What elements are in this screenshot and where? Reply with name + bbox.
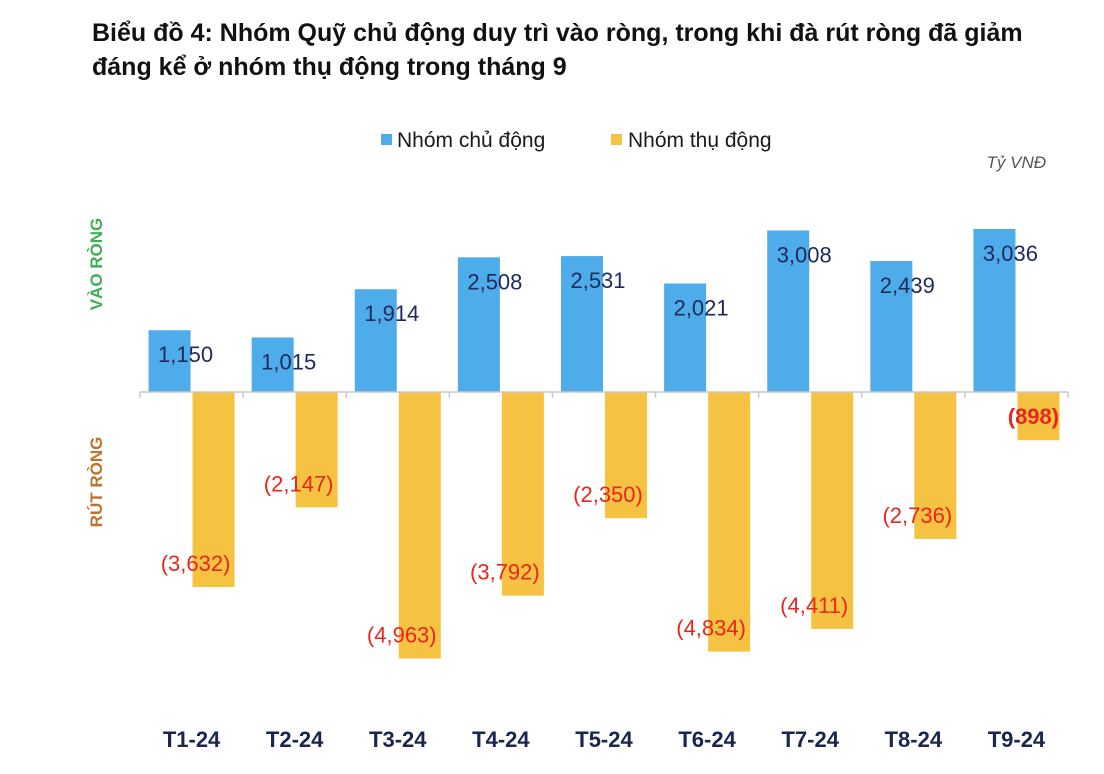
- value-label-passive: (898): [1008, 404, 1059, 429]
- bar-active-T8-24: [870, 261, 913, 392]
- bar-passive-T6-24: [708, 392, 751, 652]
- legend: Nhóm chủ động Nhóm thụ động: [381, 129, 772, 152]
- bar-active-T6-24: [664, 283, 707, 392]
- unit-label: Tỷ VNĐ: [987, 153, 1047, 172]
- value-label-active: 1,150: [158, 342, 213, 367]
- value-label-active: 1,015: [261, 349, 316, 374]
- category-labels: T1-24 T2-24 T3-24 T4-24 T5-24 T6-24 T7-24 T8-24…: [163, 727, 1046, 752]
- bar-passive-T4-24: [501, 392, 544, 596]
- value-label-active: 2,508: [467, 269, 522, 294]
- category-label: T9-24: [988, 727, 1046, 752]
- bar-active-T4-24: [457, 257, 500, 392]
- bar-passive-T3-24: [398, 392, 441, 659]
- legend-swatch: [381, 134, 392, 145]
- bar-passive-T1-24: [192, 392, 235, 588]
- bar-active-T7-24: [767, 230, 810, 392]
- bar-passive-T5-24: [605, 392, 647, 519]
- bar-passive-T7-24: [811, 392, 854, 629]
- value-label-passive: (4,834): [676, 616, 746, 641]
- bar-active-T9-24: [973, 228, 1016, 392]
- bar-passive-T2-24: [295, 392, 338, 508]
- bar-active-T3-24: [354, 289, 397, 392]
- value-label-active: 1,914: [364, 301, 419, 326]
- value-label-passive: (3,632): [161, 551, 231, 576]
- category-label: T3-24: [369, 727, 427, 752]
- value-label-passive: (4,411): [780, 593, 848, 618]
- value-label-passive: (3,792): [470, 560, 540, 585]
- x-axis: [139, 391, 1069, 398]
- value-label-passive: (2,350): [573, 482, 643, 507]
- value-label-passive: (2,736): [882, 503, 952, 528]
- value-label-active: 2,531: [570, 268, 625, 293]
- value-label-active: 2,021: [674, 295, 729, 320]
- category-label: T2-24: [266, 727, 324, 752]
- category-label: T5-24: [575, 727, 633, 752]
- legend-label: Nhóm thụ động: [628, 129, 772, 152]
- bar-active-T1-24: [148, 330, 191, 392]
- category-label: T8-24: [885, 727, 943, 752]
- category-label: T1-24: [163, 727, 221, 752]
- value-label-active: 3,036: [983, 241, 1038, 266]
- chart-title: Biểu đồ 4: Nhóm Quỹ chủ động duy trì vào…: [92, 19, 1023, 81]
- bar-passive-T9-24: [1017, 392, 1060, 441]
- value-label-passive: (2,147): [264, 471, 334, 496]
- value-label-active: 2,439: [880, 273, 935, 298]
- value-label-passive: (4,963): [367, 623, 437, 648]
- value-labels: 1,150 (3,632) 1,015 (2,147) 1,914 (4,963) 2,50…: [158, 241, 1059, 648]
- category-label: T7-24: [781, 727, 839, 752]
- legend-label: Nhóm chủ động: [397, 129, 545, 152]
- category-label: T4-24: [472, 727, 530, 752]
- category-label: T6-24: [678, 727, 736, 752]
- legend-swatch: [611, 134, 622, 145]
- negative-side-label: RÚT RÒNG: [87, 437, 106, 528]
- value-label-active: 3,008: [777, 242, 832, 267]
- bar-active-T2-24: [251, 337, 294, 392]
- positive-side-label: VÀO RÒNG: [87, 218, 106, 311]
- bar-active-T5-24: [561, 256, 603, 392]
- bars: [148, 228, 1060, 659]
- bar-passive-T8-24: [914, 392, 957, 539]
